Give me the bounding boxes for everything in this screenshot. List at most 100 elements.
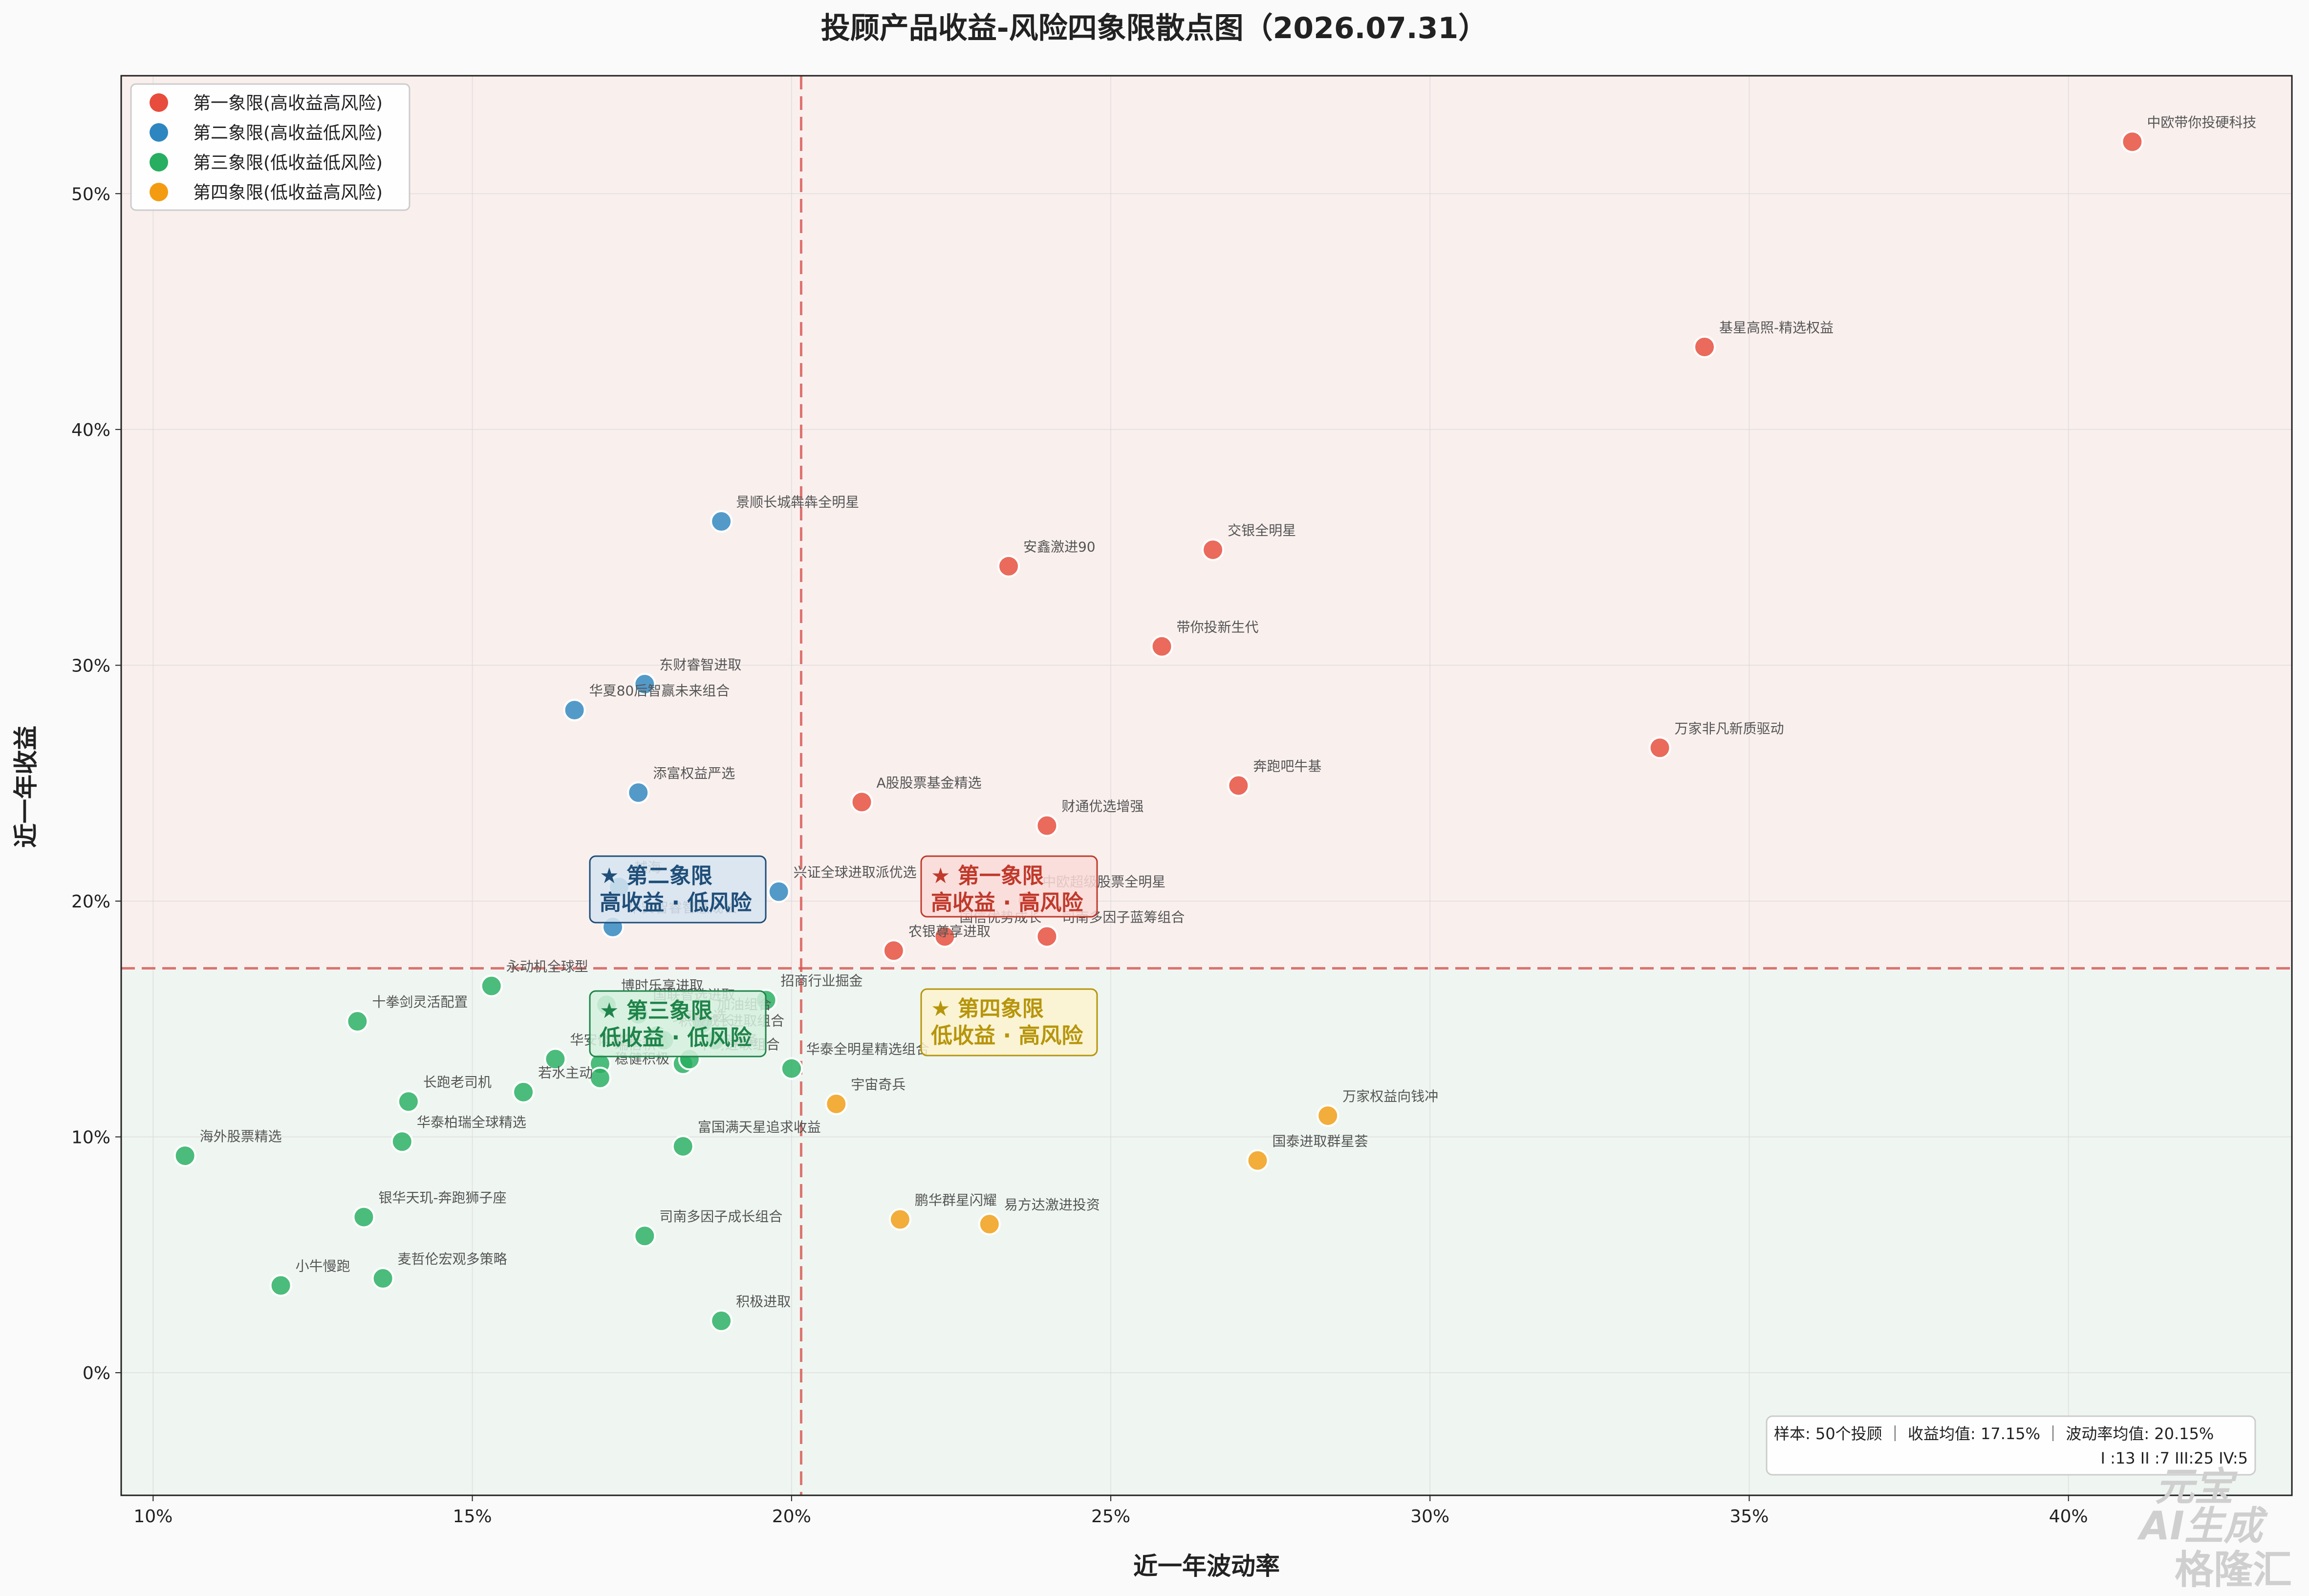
point-label: 万家权益向钱冲 [1342, 1088, 1438, 1104]
quadrant-box-subtitle: 低收益 · 高风险 [931, 1023, 1083, 1048]
data-point [173, 1144, 196, 1167]
point-label: 添富权益严选 [653, 765, 735, 781]
x-tick-label: 25% [1091, 1507, 1130, 1527]
data-point [780, 1057, 803, 1080]
legend-frame [130, 83, 410, 211]
legend: 第一象限(高收益高风险) 第二象限(高收益低风险) 第三象限(低收益低风险) 第四象限… [130, 83, 410, 211]
x-tick-label: 40% [2049, 1507, 2088, 1527]
point-label: 基星高照-精选权益 [1719, 320, 1834, 336]
legend-marker [150, 153, 168, 172]
quadrant-box [589, 855, 767, 924]
point-label: 农银尊享进取 [908, 923, 991, 939]
data-point [1227, 774, 1250, 797]
data-point [850, 791, 873, 814]
quadrant-box [589, 990, 767, 1057]
mean-lines [121, 76, 2292, 1495]
x-tick-label: 20% [772, 1507, 811, 1527]
data-point [671, 1135, 694, 1158]
legend-marker [150, 123, 168, 142]
data-point [710, 510, 733, 533]
stats-frame [1766, 1415, 2256, 1476]
legend-entry: 第四象限(低收益高风险) [193, 183, 383, 203]
upper-band [121, 76, 2292, 969]
y-axis-title: 近一年收益 [12, 726, 40, 848]
quadrant-box-title: ★ 第一象限 [931, 863, 1044, 888]
point-label: 中欧带你投硬科技 [2147, 114, 2256, 130]
data-point [2121, 130, 2144, 153]
legend-entry: 第一象限(高收益高风险) [193, 93, 383, 113]
data-point [633, 1225, 656, 1248]
y-tick-label: 30% [71, 656, 110, 676]
point-label: 华泰全明星精选组合 [806, 1041, 929, 1057]
x-tick-label: 10% [133, 1507, 173, 1527]
quadrant-box-subtitle: 高收益 · 高风险 [931, 890, 1083, 915]
data-point [627, 781, 650, 804]
point-label: 海外股票精选 [200, 1128, 282, 1144]
point-label: 华泰柏瑞全球精选 [417, 1114, 526, 1130]
watermark-line2: AI生成 [2136, 1503, 2268, 1549]
point-label: A股股票基金精选 [877, 775, 982, 791]
point-label: 交银全明星 [1228, 522, 1296, 539]
data-point [390, 1130, 413, 1153]
point-label: 易方达激进投资 [1004, 1197, 1100, 1213]
point-label: 安鑫激进90 [1023, 539, 1096, 555]
data-point [1316, 1104, 1339, 1127]
point-label: 华夏80后智赢未来组合 [589, 683, 730, 699]
stats-line1: 样本: 50个投顾 ｜ 收益均值: 17.15% ｜ 波动率均值: 20.15% [1774, 1424, 2214, 1443]
y-tick-label: 20% [71, 892, 110, 912]
lower-band [121, 968, 2292, 1495]
data-point [1150, 635, 1173, 658]
axis-ticks: 10% 15% 20% 25% 30% 35% 40% 0% 10% 20% 30% 40% 50% [71, 75, 2293, 1527]
quadrant-box-title: ★ 第三象限 [600, 998, 712, 1023]
legend-marker [150, 93, 168, 112]
data-point [633, 673, 656, 695]
watermark: 元宝 AI生成 格隆汇 [2136, 1464, 2292, 1593]
point-label: 国泰进取群星荟 [1273, 1133, 1368, 1149]
stats-box: 样本: 50个投顾 ｜ 收益均值: 17.15% ｜ 波动率均值: 20.15%… [1766, 1415, 2256, 1476]
data-point [544, 1048, 567, 1071]
data-point [269, 1274, 292, 1297]
point-label: 东财睿智进取 [659, 657, 741, 673]
quadrant-box-subtitle: 低收益 · 低风险 [600, 1025, 752, 1050]
point-label: 永动机全球型 [506, 959, 588, 975]
point-label: 若水主动 [538, 1065, 593, 1081]
x-axis-title: 近一年波动率 [1133, 1552, 1280, 1580]
point-label: 十拳剑灵活配置 [372, 994, 468, 1010]
data-point [397, 1090, 420, 1113]
point-label: 长跑老司机 [423, 1074, 492, 1090]
x-tick-label: 35% [1729, 1507, 1769, 1527]
y-tick-label: 10% [71, 1128, 110, 1148]
point-label: 银华天玑-奔跑狮子座 [378, 1190, 506, 1206]
data-point [371, 1267, 394, 1290]
point-label: 积极进取 [736, 1294, 791, 1310]
quadrant-box-subtitle: 高收益 · 低风险 [600, 890, 752, 915]
data-point [588, 1066, 611, 1089]
y-tick-label: 0% [83, 1363, 110, 1383]
data-point [512, 1080, 535, 1103]
data-point [1202, 538, 1225, 561]
stats-line2: I :13 II :7 III:25 IV:5 [2101, 1449, 2248, 1467]
point-label: 兴证全球进取派优选 [794, 864, 917, 881]
quadrant-box [920, 855, 1098, 918]
watermark-line1: 元宝 [2155, 1464, 2238, 1510]
chart-title: 投顾产品收益-风险四象限散点图（2026.07.31） [821, 11, 1488, 45]
data-point [1036, 925, 1058, 948]
point-label: 麦哲伦宏观多策略 [398, 1251, 507, 1267]
point-label: 宇宙奇兵 [851, 1077, 906, 1093]
data-point [346, 1010, 369, 1033]
quadrant-box [920, 988, 1098, 1057]
data-point [767, 880, 790, 903]
x-tick-label: 15% [453, 1507, 492, 1527]
x-tick-label: 30% [1410, 1507, 1449, 1527]
data-point [1648, 736, 1671, 759]
data-point [933, 925, 956, 948]
data-point [1693, 335, 1716, 358]
quadrant-box-title: ★ 第四象限 [931, 996, 1044, 1021]
legend-entry: 第三象限(低收益低风险) [193, 153, 383, 173]
data-point [978, 1213, 1001, 1236]
plot-frame [120, 75, 2293, 1496]
y-tick-label: 40% [71, 420, 110, 440]
data-point [1036, 814, 1058, 837]
